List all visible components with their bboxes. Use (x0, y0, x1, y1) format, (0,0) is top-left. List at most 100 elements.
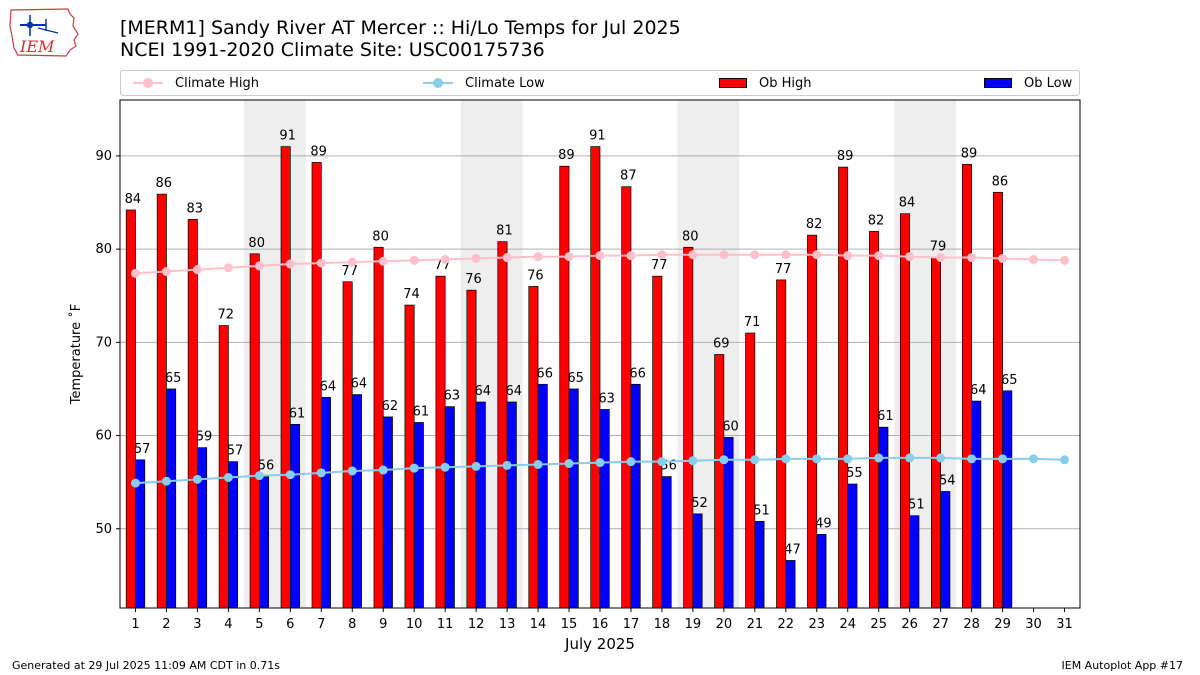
climate-high-point-2 (161, 267, 171, 277)
climate-high-point-18 (657, 250, 667, 260)
ob-low-bar-24 (847, 483, 858, 609)
climate-low-point-20 (719, 455, 729, 465)
ob-low-label-29: 65 (1001, 373, 1018, 388)
x-tick-label-22: 22 (778, 617, 795, 632)
ob-low-label-22: 47 (784, 542, 801, 557)
x-tick-label-5: 5 (255, 617, 263, 632)
ob-high-bar-11 (435, 275, 446, 609)
climate-high-point-22 (781, 250, 791, 260)
ob-low-label-9: 62 (382, 399, 399, 414)
climate-low-point-15 (564, 459, 574, 469)
ob-low-label-16: 63 (598, 391, 615, 406)
ob-high-label-15: 89 (558, 148, 575, 163)
x-tick-label-10: 10 (406, 617, 423, 632)
ob-high-label-21: 71 (744, 315, 761, 330)
ob-low-bar-21 (754, 520, 765, 609)
ob-low-bar-26 (909, 515, 920, 609)
ob-high-label-19: 80 (682, 229, 699, 244)
climate-high-point-21 (750, 250, 760, 260)
x-tick-label-8: 8 (348, 617, 356, 632)
climate-low-point-1 (130, 478, 140, 488)
x-tick-label-11: 11 (437, 617, 454, 632)
climate-high-point-1 (130, 268, 140, 278)
ob-low-label-2: 65 (165, 371, 182, 386)
ob-high-label-25: 82 (868, 213, 885, 228)
ob-high-label-13: 81 (496, 224, 513, 239)
ob-high-bar-17 (621, 186, 632, 609)
x-tick-label-20: 20 (716, 617, 733, 632)
ob-high-bar-8 (342, 281, 353, 609)
legend-ob-low-swatch (984, 78, 1012, 88)
x-tick-label-31: 31 (1056, 617, 1073, 632)
climate-high-point-23 (812, 250, 822, 260)
x-axis-label: July 2025 (564, 635, 635, 653)
ob-low-bar-5 (259, 476, 269, 609)
y-axis-label: Temperature ˚F (68, 304, 84, 405)
ob-high-label-20: 69 (713, 336, 730, 351)
x-tick-label-2: 2 (162, 617, 170, 632)
ob-low-label-13: 64 (505, 384, 522, 399)
ob-high-label-29: 86 (992, 174, 1009, 189)
logo-text: IEM (19, 37, 55, 56)
x-tick-label-24: 24 (839, 617, 856, 632)
ob-low-label-11: 63 (444, 389, 461, 404)
iem-logo: IEM (9, 8, 79, 57)
ob-low-label-6: 61 (289, 406, 306, 421)
climate-low-point-28 (967, 454, 977, 464)
ob-high-label-1: 84 (125, 192, 142, 207)
ob-high-bar-23 (807, 234, 818, 609)
climate-high-point-19 (688, 250, 698, 260)
climate-low-point-6 (285, 470, 295, 480)
ob-low-label-26: 51 (908, 498, 925, 513)
ob-high-label-10: 74 (403, 287, 420, 302)
climate-high-point-27 (936, 253, 946, 263)
legend-climate-high-label: Climate High (175, 75, 260, 91)
climate-high-point-10 (409, 255, 419, 265)
climate-low-point-9 (378, 465, 388, 475)
climate-low-point-18 (657, 457, 667, 467)
climate-low-point-10 (409, 463, 419, 473)
ob-high-label-18: 77 (651, 258, 668, 273)
x-tick-label-23: 23 (809, 617, 826, 632)
climate-low-point-19 (688, 456, 698, 466)
climate-low-point-21 (750, 455, 760, 465)
climate-low-point-12 (471, 461, 481, 471)
ob-low-label-10: 61 (413, 405, 430, 420)
ob-high-bar-9 (373, 246, 384, 609)
ob-low-bar-7 (320, 396, 331, 609)
ob-high-bar-18 (652, 275, 663, 609)
ob-high-bar-10 (404, 304, 415, 609)
climate-low-point-23 (812, 454, 822, 464)
ob-low-label-3: 59 (196, 430, 213, 445)
climate-high-point-9 (378, 256, 388, 266)
x-tick-label-1: 1 (131, 617, 139, 632)
climate-high-point-3 (192, 265, 202, 275)
climate-low-point-8 (347, 466, 357, 476)
ob-low-label-28: 64 (970, 383, 987, 398)
footer-generated: Generated at 29 Jul 2025 11:09 AM CDT in… (12, 659, 280, 672)
ob-low-label-21: 51 (753, 503, 770, 518)
ob-low-bar-11 (444, 406, 455, 609)
chart-title: [MERM1] Sandy River AT Mercer :: Hi/Lo T… (120, 17, 681, 61)
ob-high-label-28: 89 (961, 146, 978, 161)
title-line-1: [MERM1] Sandy River AT Mercer :: Hi/Lo T… (120, 17, 681, 39)
x-tick-label-4: 4 (224, 617, 232, 632)
ob-low-bar-29 (1002, 390, 1013, 609)
climate-low-point-2 (161, 476, 171, 486)
climate-low-point-27 (936, 453, 946, 463)
ob-high-label-5: 80 (248, 236, 265, 251)
ob-low-bar-8 (351, 394, 362, 609)
ob-low-label-14: 66 (536, 366, 553, 381)
climate-high-point-16 (595, 251, 605, 261)
climate-low-point-30 (1029, 454, 1039, 464)
ob-low-bar-2 (166, 388, 177, 609)
ob-high-bar-13 (497, 241, 508, 609)
x-tick-label-29: 29 (994, 617, 1011, 632)
ob-high-bar-22 (776, 279, 787, 609)
climate-high-point-20 (719, 250, 729, 260)
climate-high-point-30 (1029, 254, 1039, 264)
ob-high-label-14: 76 (527, 268, 544, 283)
ob-high-bar-19 (683, 246, 694, 609)
climate-high-point-25 (874, 251, 884, 261)
climate-low-point-17 (626, 457, 636, 467)
